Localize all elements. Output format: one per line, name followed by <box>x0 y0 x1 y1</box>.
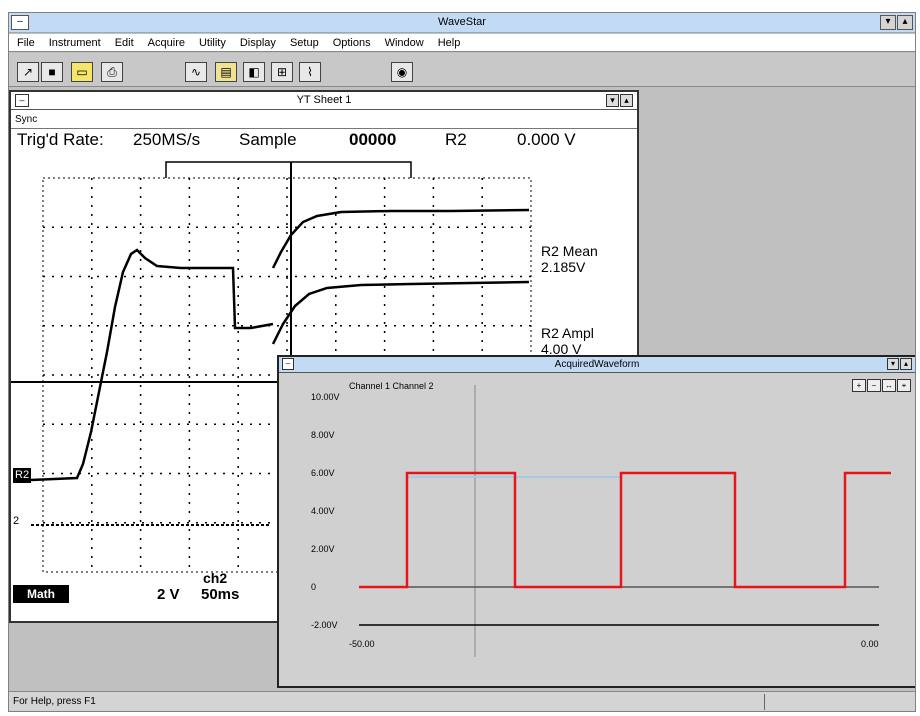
cursor-icon[interactable]: ⌖ <box>897 379 911 392</box>
scope-readout-bracket <box>165 161 412 178</box>
system-menu-icon[interactable]: – <box>11 15 29 30</box>
waveform-maximize-button[interactable]: ▴ <box>900 358 912 370</box>
scope-trace-lower <box>271 280 530 345</box>
waveform-minimize-button[interactable]: ▾ <box>887 358 899 370</box>
waveform-window: – AcquiredWaveform ▾ ▴ Channel 1 Channel… <box>277 355 915 688</box>
scope-minimize-button[interactable]: ▾ <box>606 94 619 107</box>
waveform-window-menu-icon[interactable]: – <box>282 358 294 370</box>
menu-bar: File Instrument Edit Acquire Utility Dis… <box>9 34 915 52</box>
app-window: – WaveStar ▾ ▴ File Instrument Edit Acqu… <box>8 12 916 712</box>
acquisition-mode: Sample <box>239 130 297 149</box>
channel-marker[interactable]: R2 <box>13 468 32 483</box>
menu-acquire[interactable]: Acquire <box>147 36 185 49</box>
status-message: For Help, press F1 <box>13 696 96 707</box>
scope-maximize-button[interactable]: ▴ <box>620 94 633 107</box>
acquisition-count: 00000 <box>349 130 397 149</box>
x-axis-end-label: 0.00 <box>861 639 879 649</box>
sheet-icon[interactable]: ▤ <box>215 62 237 82</box>
status-separator <box>764 694 765 710</box>
y-tick-label: -2.00V <box>311 620 338 630</box>
stop-icon[interactable]: ■ <box>41 62 63 82</box>
menu-edit[interactable]: Edit <box>114 36 134 49</box>
pointer-icon[interactable]: ↗ <box>17 62 39 82</box>
scale-channel: ch2 <box>203 570 228 586</box>
window-menu-icon[interactable]: – <box>15 94 29 107</box>
y-tick-label: 0 <box>311 582 316 592</box>
mdi-workspace: – YT Sheet 1 ▾ ▴ Sync Trig'd Rate: 250MS… <box>9 88 915 688</box>
waveform-trace-channel-2 <box>359 471 891 589</box>
scope-window-titlebar: – YT Sheet 1 ▾ ▴ <box>11 92 637 110</box>
menu-file[interactable]: File <box>17 36 35 49</box>
menu-options[interactable]: Options <box>332 36 371 49</box>
waveform-y-axis: 10.00V 8.00V 6.00V 4.00V 2.00V 0 -2.00V <box>311 392 340 630</box>
scale-time: 50ms <box>201 586 240 603</box>
app-titlebar: – WaveStar ▾ ▴ <box>9 13 915 33</box>
folder-icon[interactable]: ▭ <box>71 62 93 82</box>
channel-label: R2 <box>445 130 467 149</box>
zoom-in-icon[interactable]: + <box>852 379 866 392</box>
measurement-2-title: R2 Ampl <box>541 325 594 341</box>
chart-icon[interactable]: ◧ <box>243 62 265 82</box>
ground-marker[interactable]: 2 <box>13 515 20 527</box>
status-bar: For Help, press F1 <box>9 691 915 711</box>
waveform-icon[interactable]: ∿ <box>185 62 207 82</box>
trig-label: Trig'd Rate: <box>17 130 104 149</box>
fit-icon[interactable]: ↔ <box>882 379 896 392</box>
grid-icon[interactable]: ⊞ <box>271 62 293 82</box>
app-title: WaveStar <box>438 16 486 28</box>
camera-icon[interactable]: ◉ <box>391 62 413 82</box>
channel-value: 0.000 V <box>517 130 576 149</box>
menu-utility[interactable]: Utility <box>198 36 226 49</box>
scope-window-title: YT Sheet 1 <box>296 94 352 106</box>
scope-trace-main <box>30 248 274 482</box>
toolbar: ↗ ■ ▭ ⎙ ∿ ▤ ◧ ⊞ ⌇ ◉ <box>9 53 915 87</box>
maximize-button[interactable]: ▴ <box>897 15 913 30</box>
y-tick-label: 8.00V <box>311 430 335 440</box>
signal-icon[interactable]: ⌇ <box>299 62 321 82</box>
waveform-tools: + − ↔ ⌖ <box>852 379 911 392</box>
scope-status-line: Sync <box>11 111 637 129</box>
sample-rate: 250MS/s <box>133 130 201 149</box>
waveform-window-title: AcquiredWaveform <box>554 359 640 370</box>
measurement-1-title: R2 Mean <box>541 243 598 259</box>
scope-trace-upper <box>271 208 530 269</box>
scale-volts: 2 V <box>157 586 180 603</box>
measurement-2-value: 4.00 V <box>541 341 582 357</box>
y-tick-label: 10.00V <box>311 392 340 402</box>
waveform-channel-header: Channel 1 Channel 2 <box>349 381 434 391</box>
menu-window[interactable]: Window <box>384 36 424 49</box>
y-tick-label: 4.00V <box>311 506 335 516</box>
menu-help[interactable]: Help <box>437 36 461 49</box>
waveform-plot[interactable]: 10.00V 8.00V 6.00V 4.00V 2.00V 0 -2.00V -50.00… <box>279 357 915 686</box>
math-badge[interactable]: Math <box>13 585 69 603</box>
y-tick-label: 2.00V <box>311 544 335 554</box>
x-axis-start-label: -50.00 <box>349 639 375 649</box>
zoom-out-icon[interactable]: − <box>867 379 881 392</box>
minimize-button[interactable]: ▾ <box>880 15 896 30</box>
print-icon[interactable]: ⎙ <box>101 62 123 82</box>
menu-instrument[interactable]: Instrument <box>48 36 101 49</box>
menu-setup[interactable]: Setup <box>289 36 319 49</box>
y-tick-label: 6.00V <box>311 468 335 478</box>
measurement-1-value: 2.185V <box>541 259 586 275</box>
waveform-window-titlebar: – AcquiredWaveform ▾ ▴ <box>279 357 915 373</box>
menu-display[interactable]: Display <box>239 36 276 49</box>
